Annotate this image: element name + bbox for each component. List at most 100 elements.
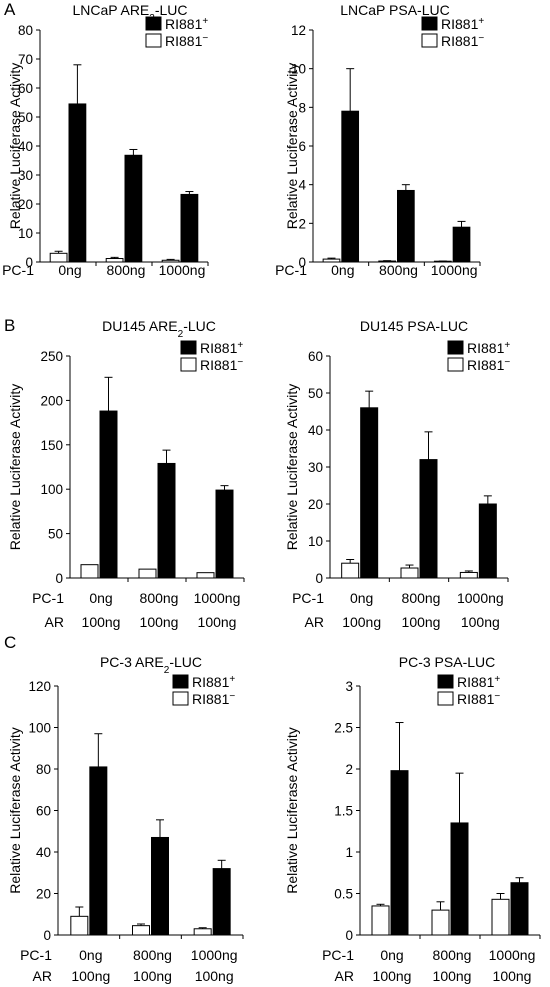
y-tick-label: 2.5 <box>334 721 353 736</box>
chart-c1: PC-3 ARE2-LUC Relative Luciferase Activit… <box>7 654 244 984</box>
condition-row-label: PC-1 <box>292 590 324 606</box>
legend-label-plus: RI881+ <box>200 340 243 357</box>
condition-row-label: PC-1 <box>322 947 354 963</box>
condition-row-label: PC-1 <box>275 262 307 278</box>
y-tick-label: 12 <box>291 23 306 38</box>
bar-ri881-minus <box>341 562 360 579</box>
legend-swatch-minus <box>172 691 189 706</box>
y-tick-label: 10 <box>18 226 33 241</box>
chart-title-main: DU145 ARE <box>102 318 177 334</box>
condition-row-label: PC-1 <box>2 262 34 278</box>
condition-value-label: 800ng <box>379 262 418 278</box>
chart-title-main: DU145 PSA-LUC <box>360 318 468 334</box>
y-axis-label: Relative Luciferase Activity <box>7 63 23 230</box>
condition-value-label: 1000ng <box>159 262 206 278</box>
legend-label-plus-base: RI881 <box>467 340 505 356</box>
legend-label-minus-base: RI881 <box>467 357 505 373</box>
bar-ri881-plus <box>180 193 199 263</box>
panel-label-b: B <box>4 316 15 335</box>
y-tick-label: 50 <box>18 110 33 125</box>
chart-title: LNCaP ARE2-LUC <box>72 2 187 24</box>
y-tick-label: 20 <box>308 497 323 512</box>
y-tick-label: 1.5 <box>334 804 353 819</box>
chart-b1: DU145 ARE2-LUC Relative Luciferase Activi… <box>7 318 245 630</box>
y-tick-label: 50 <box>48 527 63 542</box>
y-tick-label: 0 <box>43 928 51 943</box>
bar-ri881-plus <box>215 489 234 579</box>
y-tick-label: 30 <box>308 460 323 475</box>
legend-label-plus-base: RI881 <box>200 340 238 356</box>
y-tick-label: 150 <box>40 438 63 453</box>
condition-value-label: 1000ng <box>194 590 241 606</box>
condition-value-label: 100ng <box>373 968 412 984</box>
condition-value-label: 0ng <box>79 947 102 963</box>
legend-label-minus-sup: − <box>478 33 484 44</box>
legend-label-plus: RI881+ <box>457 674 500 691</box>
bar-ri881-plus <box>341 110 360 263</box>
y-tick-label: 250 <box>40 349 63 364</box>
legend-label-minus-sup: − <box>504 357 510 368</box>
condition-value-label: 0ng <box>350 590 373 606</box>
y-tick-label: 100 <box>40 482 63 497</box>
y-axis-label: Relative Luciferase Activity <box>7 727 23 894</box>
y-tick-label: 4 <box>298 178 306 193</box>
y-axis-label: Relative Luciferase Activity <box>284 727 300 894</box>
chart-title: PC-3 ARE2-LUC <box>100 654 202 676</box>
y-tick-label: 80 <box>18 23 33 38</box>
chart-title: DU145 ARE2-LUC <box>102 318 216 340</box>
bar-ri881-plus <box>452 226 471 263</box>
bar-ri881-minus <box>49 252 68 263</box>
bar-ri881-plus <box>397 189 415 263</box>
bar-ri881-minus <box>132 925 150 936</box>
y-tick-label: 0 <box>25 255 33 270</box>
condition-value-label: 100ng <box>342 614 381 630</box>
bar-ri881-plus <box>99 410 118 579</box>
legend-label-minus-sup: − <box>202 33 208 44</box>
y-axis-label: Relative Luciferase Activity <box>284 384 300 551</box>
y-tick-label: 40 <box>308 423 323 438</box>
y-tick-label: 40 <box>18 139 33 154</box>
y-tick-label: 70 <box>18 52 33 67</box>
condition-value-label: 100ng <box>433 968 472 984</box>
condition-value-label: 100ng <box>82 614 121 630</box>
bar-ri881-minus <box>70 915 89 936</box>
y-axis-label: Relative Luciferase Activity <box>284 63 300 230</box>
chart-title-tail: -LUC <box>155 2 188 18</box>
bar-ri881-minus <box>196 572 215 579</box>
chart-title-subscript: 2 <box>164 665 170 676</box>
bar-ri881-minus <box>138 568 157 579</box>
chart-title: PC-3 PSA-LUC <box>399 654 495 670</box>
condition-value-label: 100ng <box>461 614 500 630</box>
bar-ri881-minus <box>400 567 419 579</box>
y-tick-label: 60 <box>36 804 51 819</box>
condition-value-label: 800ng <box>133 947 172 963</box>
bar-ri881-plus <box>151 836 169 936</box>
y-axis-label: Relative Luciferase Activity <box>7 384 23 551</box>
y-tick-label: 40 <box>36 845 51 860</box>
y-tick-label: 8 <box>298 100 306 115</box>
legend-label-minus-base: RI881 <box>165 33 203 49</box>
legend-label-plus-base: RI881 <box>441 16 479 32</box>
legend-label-plus: RI881+ <box>165 16 208 33</box>
legend-label-minus-sup: − <box>229 691 235 702</box>
bar-ri881-minus <box>459 571 478 579</box>
chart-title-main: LNCaP ARE <box>72 2 149 18</box>
y-tick-label: 2 <box>345 762 353 777</box>
chart-title-tail: -LUC <box>183 318 216 334</box>
condition-value-label: 800ng <box>402 590 441 606</box>
bar-ri881-plus <box>124 154 143 263</box>
condition-row-label: AR <box>45 614 64 630</box>
legend-swatch-plus <box>172 674 189 689</box>
y-tick-label: 10 <box>308 534 323 549</box>
condition-value-label: 1000ng <box>191 947 238 963</box>
legend-label-minus: RI881− <box>441 33 484 50</box>
bar-ri881-plus <box>450 822 469 936</box>
condition-value-label: 800ng <box>140 590 179 606</box>
condition-value-label: 1000ng <box>457 590 504 606</box>
y-tick-label: 30 <box>18 168 33 183</box>
condition-value-label: 800ng <box>107 262 146 278</box>
y-tick-label: 20 <box>36 887 51 902</box>
bar-ri881-minus <box>491 898 510 936</box>
legend-swatch-plus <box>180 340 197 355</box>
legend-label-minus: RI881− <box>192 691 235 708</box>
